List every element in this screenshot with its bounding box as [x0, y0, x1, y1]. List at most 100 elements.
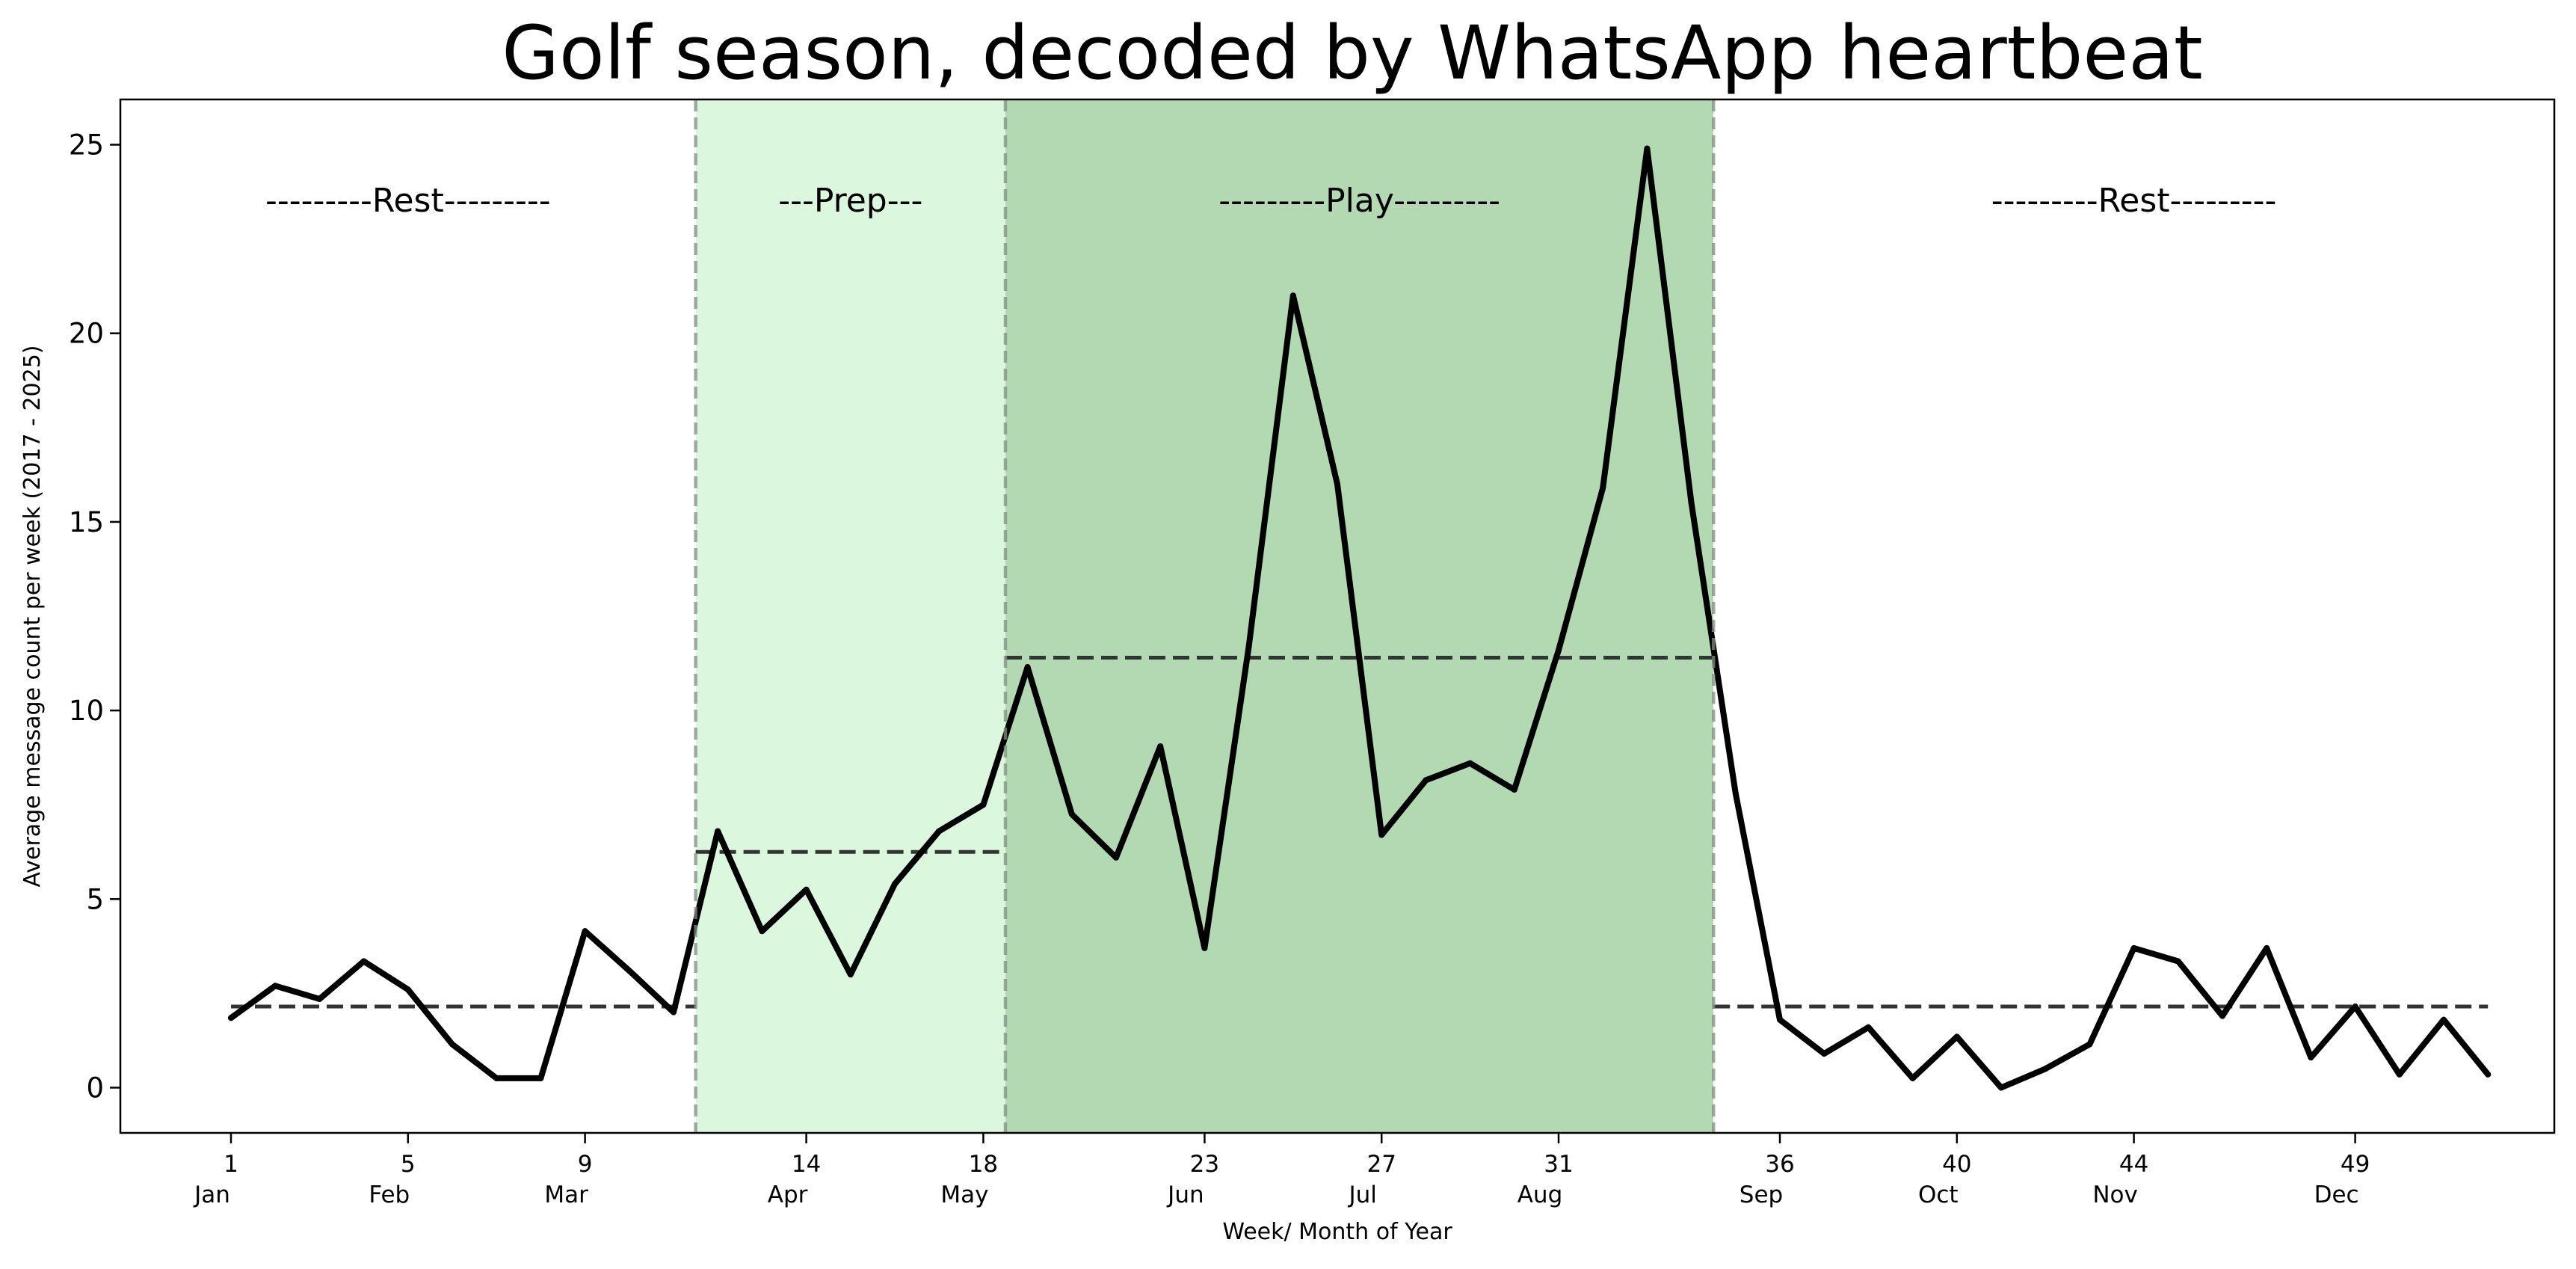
data-point-week-7: [493, 1075, 500, 1081]
series-layer: [228, 145, 2492, 1091]
data-point-week-50: [2396, 1071, 2403, 1078]
data-point-week-23: [1201, 944, 1208, 951]
phase-band-3: [1713, 99, 2554, 1133]
data-point-week-35: [1732, 790, 1739, 797]
x-tick-month-nov: Nov: [2092, 1182, 2138, 1208]
x-tick-month-jun: Jun: [1166, 1182, 1204, 1208]
data-point-week-2: [272, 983, 279, 989]
data-point-week-19: [1024, 664, 1031, 671]
data-point-week-27: [1378, 832, 1385, 838]
y-tick-label-0: 0: [86, 1072, 104, 1104]
data-point-week-42: [2042, 1066, 2049, 1072]
data-point-week-9: [582, 928, 588, 935]
data-point-week-31: [1556, 647, 1562, 654]
data-point-week-38: [1865, 1024, 1872, 1030]
data-point-week-20: [1068, 811, 1075, 817]
x-tick-month-dec: Dec: [2314, 1182, 2359, 1208]
y-tick-label-20: 20: [69, 318, 104, 350]
x-tick-month-feb: Feb: [369, 1182, 410, 1208]
x-tick-week-18: 18: [969, 1151, 998, 1178]
x-tick-week-9: 9: [578, 1151, 593, 1178]
data-point-week-43: [2086, 1041, 2093, 1048]
x-axis: 1 Jan 5 Feb 9 Mar 14 Apr 18 May 23 Jun 27 Jul 31 Aug 36 S…: [193, 1133, 2370, 1208]
data-point-week-34: [1688, 500, 1695, 506]
data-point-week-48: [2308, 1054, 2314, 1061]
x-tick-week-23: 23: [1190, 1151, 1219, 1178]
data-point-week-6: [449, 1041, 455, 1048]
phase-band-2: [1005, 99, 1714, 1133]
data-point-week-22: [1157, 743, 1164, 750]
phase-band-1: [695, 99, 1005, 1133]
y-tick-label-10: 10: [69, 695, 104, 727]
data-point-week-12: [715, 828, 721, 835]
data-point-week-37: [1821, 1051, 1828, 1057]
data-point-week-24: [1245, 643, 1252, 650]
x-tick-month-mar: Mar: [544, 1182, 588, 1208]
data-point-week-32: [1600, 485, 1606, 491]
x-tick-month-jul: Jul: [1347, 1182, 1376, 1208]
phase-band-0: [120, 99, 696, 1133]
x-tick-week-14: 14: [792, 1151, 821, 1178]
y-tick-label-5: 5: [86, 883, 104, 915]
phase-labels: ---------Rest--------- ---Prep--- --------…: [265, 182, 2276, 220]
data-point-week-1: [228, 1015, 234, 1021]
y-tick-label-25: 25: [69, 129, 104, 162]
data-point-week-13: [759, 928, 765, 935]
data-point-week-18: [980, 802, 987, 808]
data-point-week-41: [1998, 1084, 2004, 1091]
phase-mean-lines: [231, 655, 2489, 1009]
series-line: [228, 145, 2492, 1091]
phase-label-0: ---------Rest---------: [265, 182, 551, 220]
x-tick-week-27: 27: [1366, 1151, 1396, 1178]
phase-label-3: ---------Rest---------: [1991, 182, 2277, 220]
x-tick-week-40: 40: [1942, 1151, 1971, 1178]
plot-frame: [119, 98, 2556, 1134]
chart-title: Golf season, decoded by WhatsApp heartbe…: [502, 10, 2202, 96]
data-point-week-5: [404, 986, 411, 993]
data-point-week-36: [1777, 1016, 1783, 1023]
y-axis: 0 5 10 15 20 25: [69, 129, 120, 1104]
data-point-week-25: [1289, 292, 1296, 299]
phase-label-2: ---------Play---------: [1218, 182, 1500, 220]
data-point-week-17: [936, 828, 943, 835]
data-point-week-30: [1511, 787, 1517, 793]
y-axis-label: Average message count per week (2017 - 2…: [19, 345, 46, 888]
data-point-week-39: [1909, 1075, 1916, 1081]
data-point-week-47: [2264, 944, 2270, 951]
phase-boundaries: [694, 99, 1716, 1133]
x-axis-label: Week/ Month of Year: [1222, 1219, 1452, 1245]
data-point-week-14: [803, 886, 810, 893]
data-point-week-16: [892, 881, 898, 888]
x-tick-month-oct: Oct: [1918, 1182, 1959, 1208]
data-point-week-33: [1644, 145, 1651, 152]
x-tick-week-5: 5: [401, 1151, 416, 1178]
data-point-week-26: [1334, 481, 1340, 488]
data-point-week-10: [626, 968, 632, 974]
data-point-week-29: [1467, 760, 1473, 766]
data-point-week-49: [2352, 1004, 2358, 1010]
x-tick-week-36: 36: [1765, 1151, 1794, 1178]
data-point-week-15: [847, 971, 854, 978]
data-point-week-4: [360, 958, 367, 965]
data-point-week-51: [2441, 1016, 2447, 1023]
x-tick-week-44: 44: [2119, 1151, 2148, 1178]
data-point-week-3: [316, 995, 323, 1002]
x-tick-week-49: 49: [2341, 1151, 2370, 1178]
data-point-week-28: [1423, 777, 1429, 784]
data-point-week-21: [1113, 854, 1119, 861]
x-tick-month-jan: Jan: [193, 1182, 230, 1208]
x-tick-month-apr: Apr: [768, 1182, 808, 1208]
x-tick-month-may: May: [940, 1182, 988, 1208]
data-point-week-40: [1953, 1033, 1960, 1040]
data-point-week-8: [537, 1075, 544, 1081]
data-point-week-11: [671, 1009, 677, 1015]
x-tick-month-sep: Sep: [1740, 1182, 1783, 1208]
data-point-week-46: [2219, 1013, 2225, 1019]
data-point-week-52: [2485, 1071, 2492, 1078]
data-point-week-44: [2130, 944, 2137, 951]
data-point-week-45: [2175, 958, 2181, 965]
phase-bands: [120, 99, 2554, 1133]
x-tick-week-31: 31: [1544, 1151, 1573, 1178]
x-tick-month-aug: Aug: [1517, 1182, 1563, 1208]
